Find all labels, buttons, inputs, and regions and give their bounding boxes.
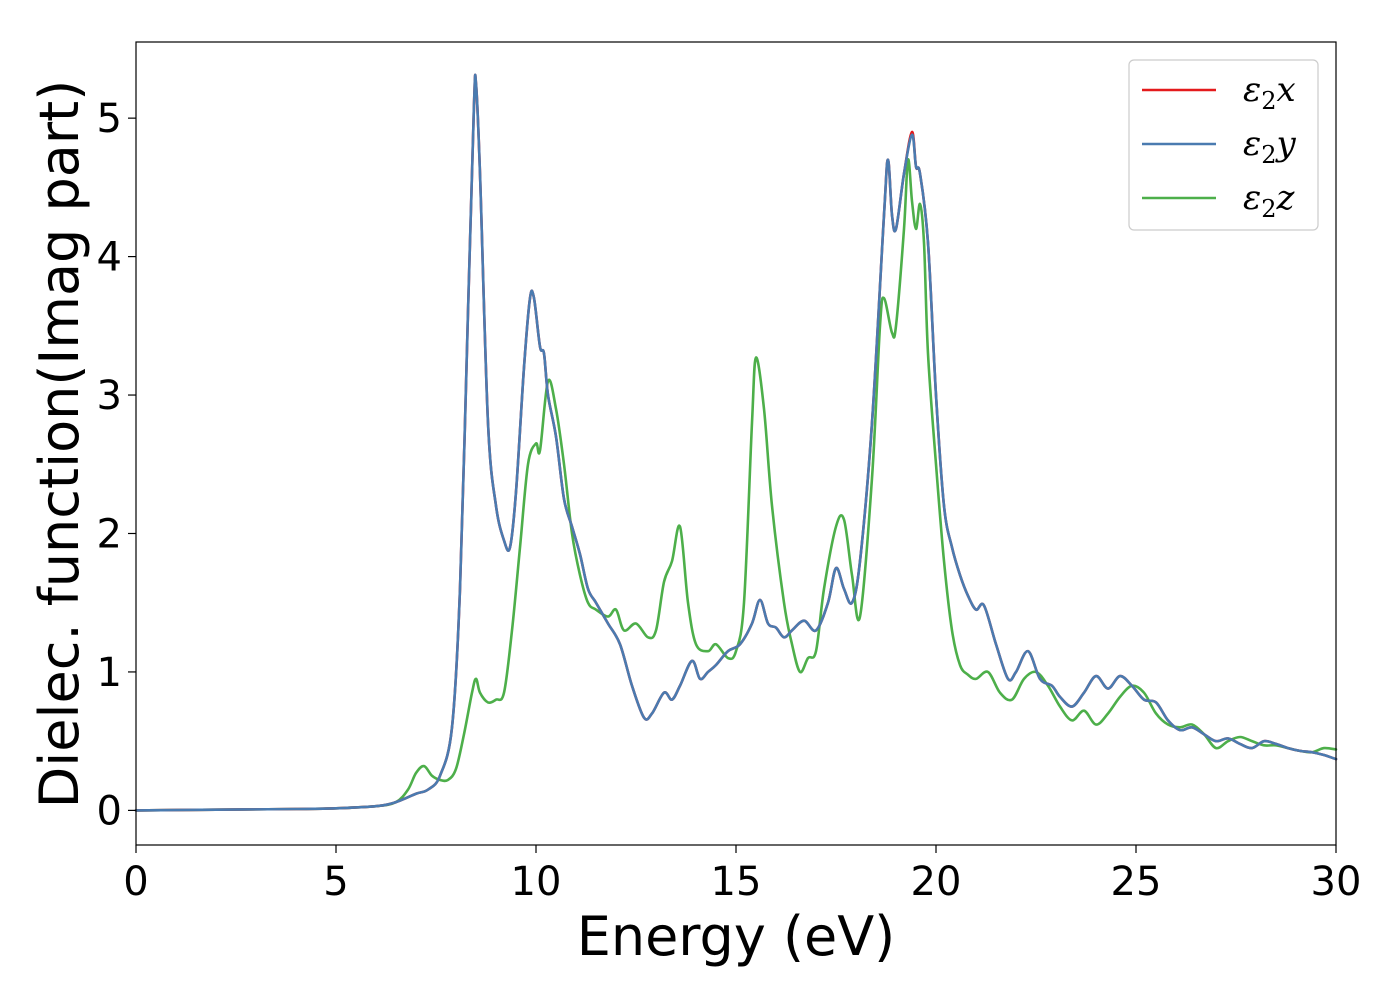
x-tick-label: 5 [323, 859, 348, 905]
legend-label-y: ε2y [1243, 124, 1297, 169]
y-axis: 0 1 2 3 4 5 [97, 96, 136, 834]
x-tick-label: 20 [911, 859, 962, 905]
series-line-z [134, 158, 1338, 812]
series-layer [134, 73, 1338, 812]
y-tick-label: 3 [97, 373, 122, 419]
y-tick-label: 1 [97, 650, 122, 696]
x-axis-label: Energy (eV) [577, 905, 896, 968]
y-tick-label: 2 [97, 511, 122, 557]
x-tick-label: 10 [511, 859, 562, 905]
x-tick-label: 25 [1111, 859, 1162, 905]
y-axis-label: Dielec. function(Imag part) [28, 80, 91, 809]
legend-label-x: ε2x [1243, 70, 1296, 115]
series-line-y [134, 73, 1338, 812]
x-axis: 0 5 10 15 20 25 30 [123, 845, 1361, 905]
x-tick-label: 0 [123, 859, 148, 905]
legend-box [1128, 59, 1319, 231]
y-tick-label: 4 [97, 235, 122, 281]
y-tick-label: 5 [97, 96, 122, 142]
legend-label-z: ε2z [1243, 178, 1296, 223]
legend: ε2x ε2y ε2z [1128, 59, 1319, 231]
x-tick-label: 30 [1311, 859, 1362, 905]
y-tick-label: 0 [97, 788, 122, 834]
x-tick-label: 15 [711, 859, 762, 905]
